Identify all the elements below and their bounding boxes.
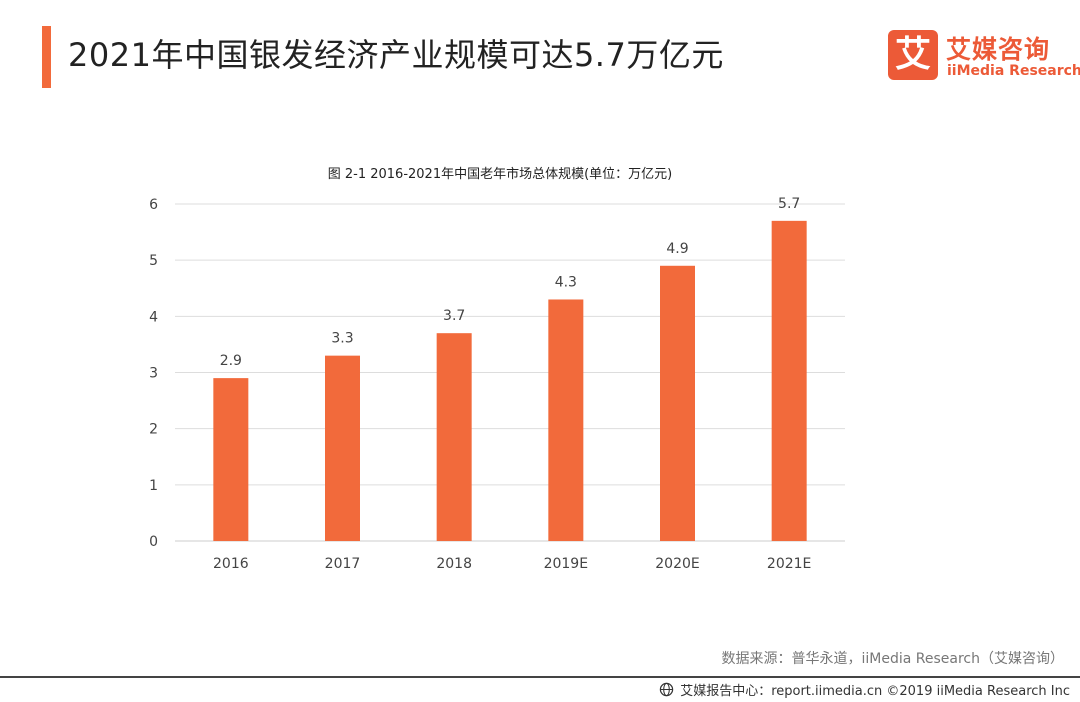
- value-label-2018: 3.7: [443, 308, 465, 324]
- y-tick-label: 4: [149, 309, 158, 325]
- value-label-2020E: 4.9: [666, 241, 688, 257]
- data-source: 数据来源：普华永道，iiMedia Research（艾媒咨询）: [721, 651, 1065, 667]
- logo-cn-text: 艾媒咨询: [946, 35, 1051, 64]
- value-label-2016: 2.9: [220, 353, 242, 369]
- value-label-2017: 3.3: [331, 331, 353, 347]
- x-tick-label-2016: 2016: [213, 556, 249, 572]
- x-tick-label-2017: 2017: [325, 556, 361, 572]
- y-tick-label: 3: [149, 366, 158, 382]
- logo-mark-icon: 艾: [888, 30, 938, 80]
- footer: 艾媒报告中心：report.iimedia.cn ©2019 iiMedia R…: [659, 680, 1070, 699]
- bar-2019E: [548, 299, 584, 541]
- bar-2018: [436, 333, 472, 541]
- y-tick-label: 0: [149, 534, 158, 550]
- bar-2021E: [771, 220, 807, 541]
- y-tick-label: 2: [149, 422, 158, 438]
- globe-icon: [659, 682, 674, 697]
- page-title: 2021年中国银发经济产业规模可达5.7万亿元: [68, 36, 724, 74]
- bar-2020E: [660, 265, 695, 541]
- bar-2017: [325, 355, 360, 541]
- bar-2016: [213, 378, 249, 541]
- bar-chart: 图 2-1 2016-2021年中国老年市场总体规模(单位：万亿元) 2.9 3.…: [149, 166, 845, 572]
- logo-en-text: iiMedia Research: [947, 63, 1080, 79]
- footer-divider: [0, 676, 1080, 678]
- x-tick-label-2020E: 2020E: [655, 556, 699, 572]
- value-label-2021E: 5.7: [778, 196, 800, 212]
- x-tick-label-2018: 2018: [436, 556, 472, 572]
- value-label-2019E: 4.3: [555, 274, 577, 290]
- y-tick-label: 5: [149, 253, 158, 269]
- title-accent-bar: [42, 26, 51, 88]
- chart-title: 图 2-1 2016-2021年中国老年市场总体规模(单位：万亿元): [328, 166, 673, 182]
- y-tick-label: 1: [149, 478, 158, 494]
- iimedia-logo: 艾 艾媒咨询 iiMedia Research: [888, 30, 1080, 82]
- x-tick-label-2021E: 2021E: [767, 556, 811, 572]
- x-tick-label-2019E: 2019E: [544, 556, 588, 572]
- footer-text: 艾媒报告中心：report.iimedia.cn ©2019 iiMedia R…: [680, 684, 1070, 699]
- y-tick-label: 6: [149, 197, 158, 213]
